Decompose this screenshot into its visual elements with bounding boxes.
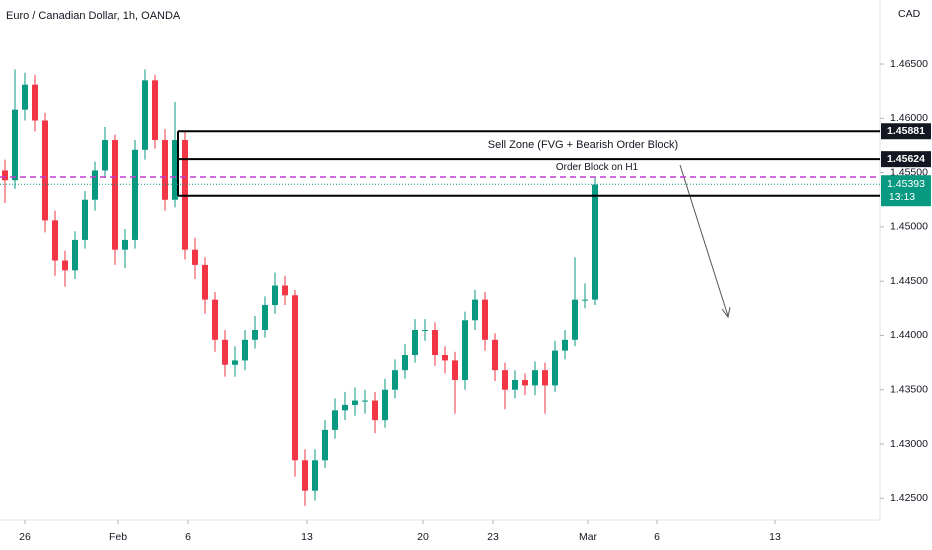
candle-body <box>292 295 298 461</box>
y-tick-label: 1.44500 <box>890 275 928 287</box>
current-price-box <box>881 175 931 207</box>
candle-body <box>202 264 208 300</box>
candle-body <box>482 299 488 340</box>
x-tick-label: 13 <box>301 531 313 543</box>
candle-body <box>2 170 8 181</box>
candle-body <box>152 80 158 141</box>
candle-body <box>282 285 288 296</box>
candle-body <box>12 109 18 181</box>
candle-body <box>432 330 438 355</box>
chart-title: Euro / Canadian Dollar, 1h, OANDA <box>6 10 181 22</box>
candle-body <box>272 285 278 306</box>
candle-body <box>192 249 198 265</box>
level-label-box <box>881 123 931 140</box>
y-tick-label: 1.43000 <box>890 438 928 450</box>
arrow <box>679 164 729 317</box>
y-tick-label: 1.44000 <box>890 329 928 341</box>
candle-body <box>472 299 478 321</box>
arrow-head <box>721 306 731 319</box>
y-tick-label: 1.46500 <box>890 58 928 70</box>
candle-body <box>372 400 378 421</box>
candle-body <box>62 260 68 271</box>
candle-body <box>352 400 358 405</box>
order-block-label: Order Block on H1 <box>556 162 639 173</box>
level-label: 1.45624 <box>887 153 925 165</box>
candle-body <box>552 350 558 386</box>
candle-body <box>82 199 88 240</box>
candle-body <box>102 140 108 171</box>
candle-body <box>302 460 308 491</box>
candle-body <box>362 400 368 402</box>
candle-body <box>22 84 28 110</box>
plot <box>2 69 598 506</box>
x-tick-label: Feb <box>109 531 127 543</box>
candle-body <box>452 360 458 380</box>
x-tick-label: 6 <box>185 531 191 543</box>
candle-body <box>92 170 98 200</box>
currency-label: CAD <box>898 8 921 20</box>
y-tick-label: 1.46000 <box>890 112 928 124</box>
x-tick-label: 13 <box>769 531 781 543</box>
candle-body <box>142 80 148 150</box>
candle-body <box>582 299 588 301</box>
candle-body <box>342 404 348 411</box>
current-price-label: 1.45393 <box>887 178 925 190</box>
y-tick-label: 1.45000 <box>890 221 928 233</box>
candle-body <box>542 370 548 386</box>
candle-body <box>212 299 218 340</box>
candle-body <box>392 370 398 390</box>
candle-body <box>322 429 328 461</box>
candle-body <box>442 354 448 361</box>
candle-body <box>332 410 338 430</box>
countdown-label: 13:13 <box>889 191 915 203</box>
candle-body <box>32 84 38 121</box>
candle-body <box>492 339 498 371</box>
candle-body <box>462 320 468 380</box>
candle-body <box>312 460 318 491</box>
candle-body <box>512 379 518 390</box>
candle-body <box>592 184 598 300</box>
candle-body <box>112 140 118 250</box>
candle-body <box>232 360 238 365</box>
level-label: 1.45881 <box>887 125 925 137</box>
candle-body <box>382 389 388 421</box>
x-tick-label: 20 <box>417 531 429 543</box>
level-label-box <box>881 151 931 168</box>
candle-body <box>222 339 228 365</box>
candle-body <box>422 330 428 332</box>
candle-body <box>52 220 58 261</box>
candle-body <box>72 239 78 271</box>
candle-body <box>572 299 578 340</box>
candle-body <box>412 330 418 355</box>
candle-body <box>42 120 48 221</box>
candle-body <box>122 239 128 250</box>
candle-body <box>532 370 538 386</box>
zone-label: Sell Zone (FVG + Bearish Order Block) <box>488 139 678 151</box>
candle-body <box>262 305 268 331</box>
x-tick-label: 23 <box>487 531 499 543</box>
candle-body <box>252 330 258 340</box>
x-tick-label: 6 <box>654 531 660 543</box>
candle-body <box>162 140 168 200</box>
y-tick-label: 1.43500 <box>890 384 928 396</box>
candle-body <box>242 339 248 361</box>
candle-body <box>132 149 138 240</box>
x-tick-label: 26 <box>19 531 31 543</box>
candle-body <box>502 370 508 390</box>
candle-body <box>522 379 528 386</box>
candle-body <box>172 140 178 200</box>
x-tick-label: Mar <box>579 531 598 543</box>
y-tick-label: 1.42500 <box>890 492 928 504</box>
candle-body <box>402 354 408 371</box>
candle-body <box>562 339 568 351</box>
